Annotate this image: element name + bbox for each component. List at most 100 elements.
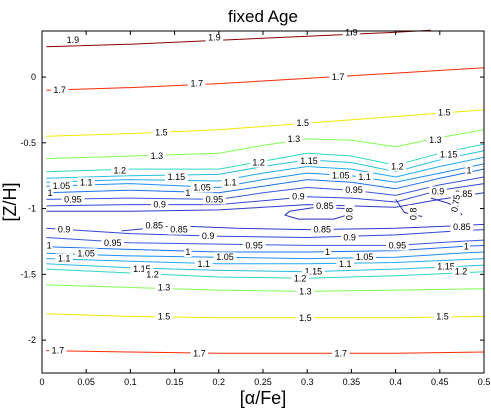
contour-label-bg [450,191,461,215]
contour-label: 1.1 [358,172,371,182]
contour-label: 1.05 [332,171,350,181]
x-tick-label: 0.5 [478,377,491,387]
contour-label-bg [310,224,334,235]
contour-label: 1.3 [299,286,312,296]
contour-label: 0.8 [345,208,355,221]
contour-label-bg [331,348,350,359]
contour-line-0_85-11 [46,192,485,212]
contour-line-1_7-1 [46,67,485,91]
contour-label: 1.05 [356,252,374,262]
x-axis-label: [α/Fe] [240,388,286,408]
contour-label-bg [450,221,474,232]
y-tick-label: 0 [31,72,36,82]
contour-label: 1.3 [151,151,164,161]
contour-label-bg [293,118,312,129]
y-tick-label: -2 [28,335,36,345]
contour-label: 1.3 [429,135,442,145]
axis-ticks: 0 0.05 0.1 0.15 0.2 0.25 0.3 0.35 0.4 0.45 0.5 0 -0.… [20,31,490,387]
y-axis-label: [Z/H] [0,183,20,222]
contour-label-bg [221,177,240,188]
contour-label-bg [296,286,315,297]
contour-label-bg [323,246,332,257]
x-tick-label: 0.35 [343,377,361,387]
contour-label-bg [385,240,409,251]
y-tick-label: -1 [28,204,36,214]
contour-label: 1 [185,188,190,198]
contour-label-bg [199,231,217,242]
contour-label: 1.15 [133,264,151,274]
y-tick-label: -0.5 [20,138,36,148]
contour-label-bg [130,264,154,275]
contour-label-bg [296,312,315,323]
contour-label: 0.75 [449,194,462,213]
contour-label-bg [289,191,308,202]
contour-label: 1.5 [438,108,451,118]
contour-label: 0.8 [408,208,418,221]
contour-label-bg [452,266,470,277]
contour-line-1_05-7 [46,163,485,189]
contour-label-bg [297,156,321,167]
contour-label-bg [190,348,209,359]
x-tick-label: 0.2 [213,377,226,387]
contour-label-bg [152,127,171,138]
contour-label-bg [285,133,303,144]
contour-label-bg [184,187,192,198]
contour-label-bg [205,32,224,43]
contour-label: 1 [466,165,471,175]
contour-line-1_5-2 [46,109,485,137]
x-tick-label: 0.05 [77,377,95,387]
contour-label-bg [213,252,237,263]
x-tick-label: 0.45 [431,377,449,387]
contour-label-bg [433,311,452,322]
contour-label: 1.1 [224,177,237,187]
y-tick-label: -1.5 [20,269,36,279]
contour-label: 1.9 [208,33,221,43]
contour-line-1-15 [46,244,485,253]
contour-line-1_7-22 [46,350,485,354]
contour-label: 0.95 [104,238,122,248]
contour-label: 1.5 [297,118,310,128]
contour-line-0_95-14 [46,237,485,246]
contour-label: 1 [325,247,330,257]
contour-line-1_1-6 [46,156,485,183]
contour-label-bg [329,72,347,83]
contour-line-1_05-16 [46,251,485,260]
contour-label: 0.85 [316,201,334,211]
x-tick-label: 0 [39,377,44,387]
contour-labels: 1.9 1.91.91.71.71.71.51.51.51.31.3 1.31.21… [45,27,476,359]
contour-label-bg [329,170,353,181]
contour-label: 0.85 [313,225,331,235]
contour-label-bg [301,266,325,277]
contour-label: 1.7 [53,85,66,95]
contour-label: 1.7 [52,346,65,356]
contour-line-1_3-20 [46,284,485,292]
contour-label: 0.95 [245,240,263,250]
x-tick-label: 0.25 [254,377,272,387]
contour-label: 1.1 [58,254,71,264]
contour-label: 0.85 [146,221,164,231]
contour-line-1_9-0 [46,29,432,48]
contour-label-bg [49,345,67,356]
contour-label-bg [452,189,476,200]
contour-label-bg [77,177,95,188]
contour-label: 0.95 [389,240,407,250]
contour-line-1-8 [46,168,485,194]
contour-label: 1.3 [288,134,301,144]
contour-label-bg [342,185,366,196]
contour-label: 0.95 [345,185,363,195]
contour-label-bg [344,205,355,223]
contour-label: 1.7 [335,348,348,358]
contour-label-bg [426,135,445,146]
contour-label-bg [434,261,458,272]
contour-label-bg [435,107,454,118]
contour-label: 1.15 [437,261,455,271]
contour-label: 0.85 [455,189,473,199]
contour-label: 1.1 [80,177,93,187]
contour-label: 1.5 [158,311,171,321]
contour-label: 1.7 [190,79,203,89]
contour-label-bg [249,157,268,168]
contour-label: 1 [464,242,469,252]
contour-line-0_95-9 [46,176,485,200]
contour-label: 0.9 [58,225,71,235]
